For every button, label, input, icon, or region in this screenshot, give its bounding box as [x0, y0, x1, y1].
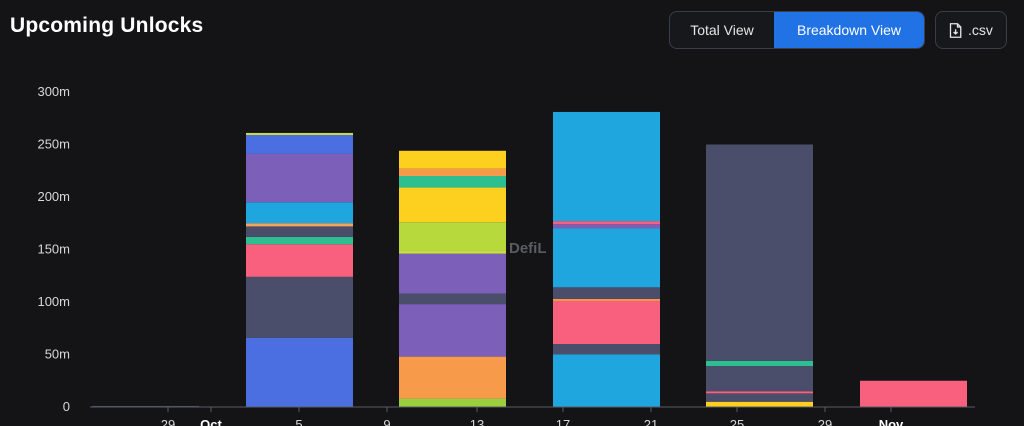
bar-segment[interactable]	[246, 135, 353, 154]
bar-stack[interactable]	[399, 150, 506, 407]
x-tick-label: Nov	[879, 417, 904, 426]
bar-segment[interactable]	[246, 226, 353, 237]
bar-segment[interactable]	[553, 228, 660, 288]
page-title: Upcoming Unlocks	[10, 14, 204, 37]
x-tick-label: 21	[644, 417, 658, 426]
view-toggle: Total View Breakdown View	[669, 11, 925, 49]
bar-segment[interactable]	[399, 222, 506, 251]
bar-segment[interactable]	[706, 366, 813, 392]
x-tick-label: 5	[295, 417, 302, 426]
y-axis: 0 50m 100m 150m 200m 250m 300m	[37, 84, 70, 414]
bar-stack[interactable]	[92, 405, 199, 407]
bar-segment[interactable]	[246, 202, 353, 224]
y-tick-label: 200m	[37, 189, 70, 204]
bar-segment[interactable]	[399, 356, 506, 399]
unlocks-chart: 0 50m 100m 150m 200m 250m 300m 29 Oct 5 9 13 17 21 25…	[37, 84, 975, 426]
bar-segment[interactable]	[553, 354, 660, 408]
bar-stack[interactable]	[860, 380, 967, 407]
bar-stack[interactable]	[706, 144, 813, 408]
csv-download-button[interactable]: .csv	[935, 11, 1007, 49]
x-tick-label: 13	[470, 417, 484, 426]
bar-segment[interactable]	[860, 380, 967, 407]
x-axis: 29 Oct 5 9 13 17 21 25 29 Nov	[161, 407, 904, 426]
bar-segment[interactable]	[706, 360, 813, 367]
bar-segment[interactable]	[553, 221, 660, 225]
bar-segment[interactable]	[399, 293, 506, 305]
y-tick-label: 100m	[37, 294, 70, 309]
bar-segment[interactable]	[399, 150, 506, 169]
bar-segment[interactable]	[399, 168, 506, 176]
bar-segment[interactable]	[399, 187, 506, 223]
bar-segment[interactable]	[553, 287, 660, 299]
x-tick-label: Oct	[200, 417, 222, 426]
bar-segment[interactable]	[553, 224, 660, 229]
watermark: DefiL	[509, 240, 547, 257]
bar-segment[interactable]	[246, 276, 353, 338]
x-tick-label: 25	[730, 417, 744, 426]
bar-segment[interactable]	[553, 344, 660, 355]
bar-segment[interactable]	[706, 393, 813, 402]
file-download-icon	[949, 22, 962, 38]
csv-label: .csv	[968, 22, 993, 38]
bars	[92, 111, 967, 408]
bar-segment[interactable]	[399, 398, 506, 407]
total-view-button[interactable]: Total View	[670, 12, 774, 48]
bar-stack[interactable]	[553, 111, 660, 408]
y-tick-label: 0	[63, 399, 70, 414]
bar-segment[interactable]	[246, 244, 353, 277]
bar-segment[interactable]	[246, 236, 353, 245]
bar-segment[interactable]	[706, 391, 813, 394]
bar-segment[interactable]	[246, 132, 353, 136]
y-tick-label: 50m	[45, 347, 70, 362]
bar-segment[interactable]	[246, 337, 353, 407]
bar-segment[interactable]	[92, 405, 199, 407]
breakdown-view-button[interactable]: Breakdown View	[774, 12, 924, 48]
bar-segment[interactable]	[553, 298, 660, 301]
x-tick-label: 29	[161, 417, 175, 426]
bar-segment[interactable]	[246, 223, 353, 227]
x-tick-label: 17	[556, 417, 570, 426]
bar-segment[interactable]	[706, 144, 813, 361]
y-tick-label: 250m	[37, 137, 70, 152]
y-tick-label: 300m	[37, 84, 70, 99]
x-tick-label: 29	[818, 417, 832, 426]
bar-segment[interactable]	[706, 401, 813, 407]
bar-segment[interactable]	[399, 176, 506, 188]
y-tick-label: 150m	[37, 242, 70, 257]
bar-segment[interactable]	[246, 153, 353, 203]
bar-segment[interactable]	[399, 253, 506, 294]
bar-segment[interactable]	[399, 304, 506, 357]
bar-segment[interactable]	[399, 250, 506, 254]
x-tick-label: 9	[383, 417, 390, 426]
bar-segment[interactable]	[553, 300, 660, 344]
bar-stack[interactable]	[246, 132, 353, 407]
bar-segment[interactable]	[553, 111, 660, 222]
